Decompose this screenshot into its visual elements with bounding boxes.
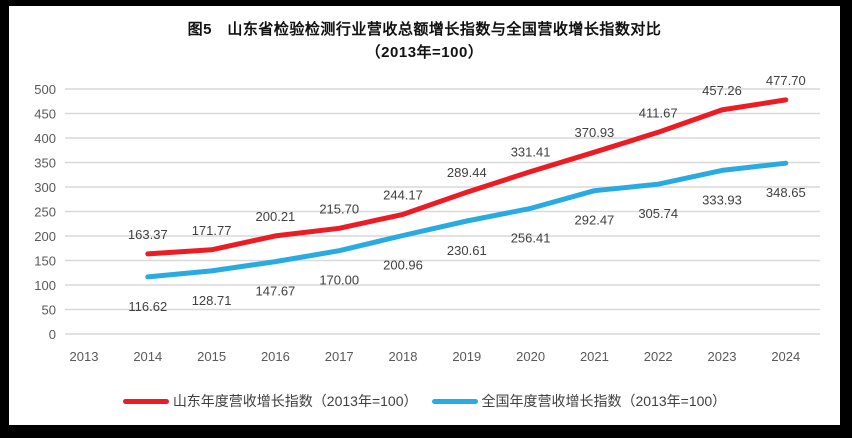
svg-text:200.21: 200.21 — [256, 209, 296, 224]
svg-text:2019: 2019 — [452, 349, 481, 364]
svg-text:2014: 2014 — [133, 349, 162, 364]
svg-text:100: 100 — [34, 278, 56, 293]
svg-text:50: 50 — [42, 303, 56, 318]
svg-text:200.96: 200.96 — [383, 258, 423, 273]
svg-text:2015: 2015 — [197, 349, 226, 364]
svg-text:2021: 2021 — [580, 349, 609, 364]
chart-title-line2: （2013年=100） — [365, 44, 484, 61]
svg-text:333.93: 333.93 — [702, 192, 742, 207]
svg-text:128.71: 128.71 — [192, 293, 232, 308]
svg-text:348.65: 348.65 — [766, 185, 806, 200]
svg-text:292.47: 292.47 — [575, 213, 615, 228]
svg-text:163.37: 163.37 — [128, 227, 168, 242]
legend-item-shandong: 山东年度营收增长指数（2013年=100） — [122, 391, 418, 411]
svg-text:450: 450 — [34, 107, 56, 122]
svg-text:147.67: 147.67 — [256, 284, 296, 299]
svg-text:256.41: 256.41 — [511, 230, 551, 245]
svg-text:215.70: 215.70 — [319, 201, 359, 216]
svg-text:331.41: 331.41 — [511, 145, 551, 160]
svg-text:477.70: 477.70 — [766, 73, 806, 88]
chart-title: 图5 山东省检验检测行业营收总额增长指数与全国营收增长指数对比 （2013年=1… — [9, 18, 840, 64]
svg-text:116.62: 116.62 — [128, 299, 167, 314]
svg-text:2017: 2017 — [325, 349, 354, 364]
svg-text:2018: 2018 — [389, 349, 418, 364]
svg-text:2016: 2016 — [261, 349, 290, 364]
chart-canvas: 图5 山东省检验检测行业营收总额增长指数与全国营收增长指数对比 （2013年=1… — [9, 6, 840, 425]
svg-text:244.17: 244.17 — [383, 187, 423, 202]
chart-legend: 山东年度营收增长指数（2013年=100） 全国年度营收增长指数（2013年=1… — [9, 392, 840, 410]
svg-text:500: 500 — [34, 82, 56, 97]
svg-text:305.74: 305.74 — [638, 206, 678, 221]
svg-text:350: 350 — [34, 156, 56, 171]
national-series-swatch — [431, 398, 478, 404]
legend-item-national: 全国年度营收增长指数（2013年=100） — [431, 391, 727, 411]
svg-text:171.77: 171.77 — [192, 223, 232, 238]
svg-text:170.00: 170.00 — [319, 273, 359, 288]
line-chart-plot: 0 50 100 150 200 250 300 350 400 450 500 2013 2014 20… — [34, 73, 820, 364]
svg-text:150: 150 — [34, 254, 56, 269]
shandong-series-swatch — [122, 398, 169, 404]
svg-text:200: 200 — [34, 229, 56, 244]
svg-text:250: 250 — [34, 205, 56, 220]
chart-title-line1: 图5 山东省检验检测行业营收总额增长指数与全国营收增长指数对比 — [187, 21, 662, 38]
svg-text:300: 300 — [34, 180, 56, 195]
svg-text:457.26: 457.26 — [702, 83, 742, 98]
svg-text:289.44: 289.44 — [447, 165, 487, 180]
svg-text:2023: 2023 — [708, 349, 737, 364]
svg-text:0: 0 — [49, 327, 56, 342]
svg-text:411.67: 411.67 — [639, 105, 678, 120]
svg-text:230.61: 230.61 — [447, 243, 487, 258]
svg-text:400: 400 — [34, 131, 56, 146]
svg-text:370.93: 370.93 — [575, 125, 615, 140]
svg-text:2024: 2024 — [771, 349, 800, 364]
national-series-label: 全国年度营收增长指数（2013年=100） — [481, 393, 727, 409]
shandong-series-label: 山东年度营收增长指数（2013年=100） — [172, 393, 418, 409]
svg-text:2013: 2013 — [70, 349, 99, 364]
svg-text:2022: 2022 — [644, 349, 673, 364]
svg-text:2020: 2020 — [516, 349, 545, 364]
